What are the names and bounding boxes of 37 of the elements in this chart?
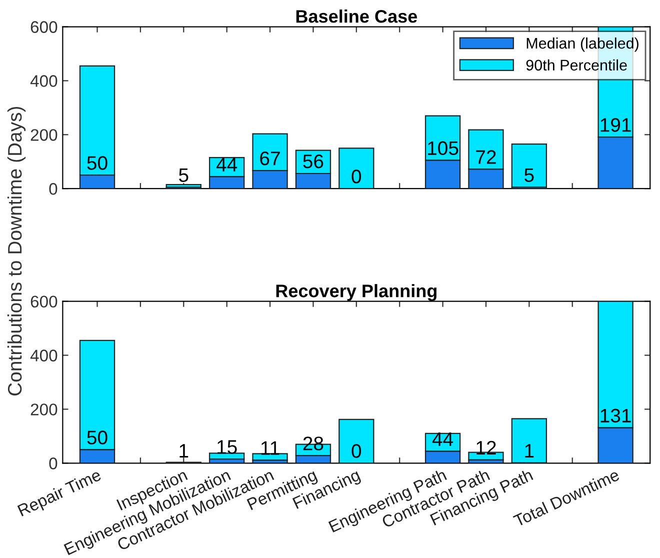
y-tick-label: 0 — [49, 183, 58, 195]
bar — [338, 418, 374, 464]
data-label: 56 — [303, 154, 324, 168]
y-tick-label: 600 — [30, 296, 58, 308]
bar — [338, 148, 374, 189]
bar — [511, 418, 547, 464]
chart-title: Recovery Planning — [276, 284, 436, 301]
data-label: 12 — [476, 440, 496, 454]
data-label: 28 — [303, 436, 324, 450]
y-axis-title: Contributions to Downtime (Days) — [7, 106, 26, 396]
data-label: 50 — [87, 156, 108, 170]
legend-label: 90th Percentile — [526, 59, 627, 71]
data-label: 72 — [476, 150, 496, 164]
y-tick-label: 200 — [30, 129, 58, 141]
data-label: 5 — [179, 168, 188, 182]
data-label: 0 — [352, 170, 362, 184]
data-label: 44 — [216, 158, 238, 172]
data-label: 67 — [260, 152, 280, 166]
chart-title: Baseline Case — [296, 10, 418, 23]
data-label: 1 — [525, 444, 534, 458]
data-label: 11 — [261, 441, 280, 455]
data-label: 50 — [87, 430, 108, 444]
y-tick-label: 0 — [49, 458, 58, 470]
data-label: 5 — [524, 168, 534, 182]
y-tick-label: 200 — [30, 404, 58, 416]
y-tick-label: 400 — [30, 75, 58, 87]
legend-label: Median (labeled) — [526, 37, 638, 52]
data-label: 191 — [600, 118, 631, 132]
y-tick-label: 600 — [30, 21, 58, 33]
data-label: 1 — [180, 444, 188, 458]
y-tick-label: 400 — [30, 350, 58, 362]
data-label: 44 — [432, 432, 454, 446]
data-label: 131 — [600, 408, 631, 423]
data-label: 105 — [428, 141, 458, 156]
data-label: 0 — [352, 444, 362, 458]
data-label: 15 — [217, 440, 237, 454]
bar — [511, 144, 547, 188]
